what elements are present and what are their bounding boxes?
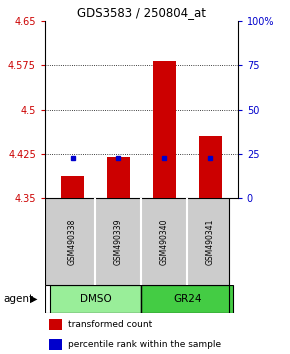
Text: GSM490340: GSM490340: [160, 218, 169, 265]
Text: GSM490338: GSM490338: [68, 218, 77, 265]
Bar: [153, 61, 176, 198]
Bar: [61, 176, 84, 198]
Text: ▶: ▶: [30, 294, 37, 304]
Text: transformed count: transformed count: [68, 320, 152, 329]
Text: GR24: GR24: [173, 294, 202, 304]
Text: DMSO: DMSO: [79, 294, 111, 304]
Text: percentile rank within the sample: percentile rank within the sample: [68, 340, 221, 349]
Title: GDS3583 / 250804_at: GDS3583 / 250804_at: [77, 6, 206, 19]
Bar: [142, 285, 233, 313]
Text: GSM490339: GSM490339: [114, 218, 123, 265]
Bar: [107, 157, 130, 198]
Text: agent: agent: [3, 294, 33, 304]
Bar: [50, 285, 142, 313]
Bar: [199, 136, 222, 198]
Bar: [49, 319, 62, 330]
Text: GSM490341: GSM490341: [206, 218, 215, 265]
Bar: [49, 338, 62, 350]
